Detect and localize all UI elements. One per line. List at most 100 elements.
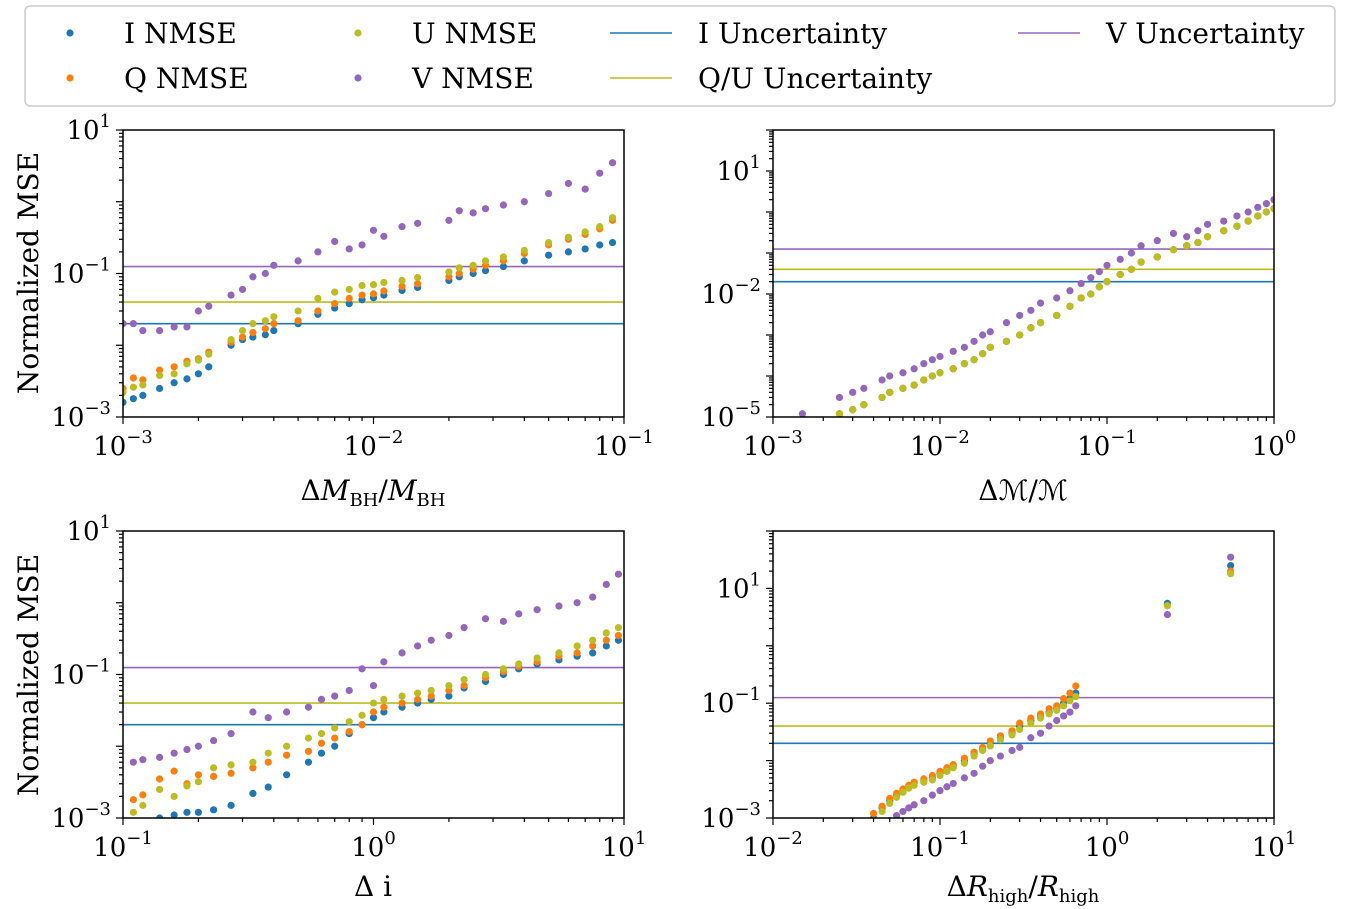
point — [1016, 311, 1024, 320]
point — [345, 718, 353, 726]
point — [314, 294, 322, 302]
point — [460, 675, 468, 684]
y-tick-label: 10−1 — [51, 656, 111, 691]
x-tick-label: 10−2 — [743, 828, 803, 863]
legend-frame — [24, 5, 1336, 107]
panel-0-ylabel: Normalized MSE — [12, 152, 45, 394]
point — [1270, 205, 1274, 213]
legend: I NMSE Q NMSE U NMSE V NMSE I Uncertainty Q/U… — [24, 5, 1336, 107]
point — [893, 812, 901, 818]
point — [1194, 238, 1202, 247]
point — [1060, 702, 1068, 710]
point — [878, 802, 886, 810]
point — [445, 216, 453, 224]
x-tick-label: 100 — [1085, 828, 1130, 863]
point — [205, 363, 213, 371]
point — [602, 580, 610, 589]
x-tick-label: 10−1 — [93, 828, 153, 863]
point — [294, 317, 302, 325]
point — [886, 372, 894, 380]
legend-marker — [354, 74, 362, 82]
point — [1087, 274, 1095, 282]
y-tick-label: 10−2 — [701, 275, 761, 310]
point — [194, 356, 203, 364]
point — [249, 329, 257, 337]
point — [515, 610, 523, 618]
point — [317, 730, 326, 738]
point — [1072, 682, 1080, 690]
point — [481, 257, 490, 265]
point — [317, 739, 326, 747]
point — [1254, 203, 1262, 211]
point — [358, 721, 366, 729]
point — [905, 804, 913, 812]
point — [369, 699, 378, 707]
point — [860, 384, 868, 392]
point — [380, 287, 388, 295]
point — [358, 665, 366, 673]
point — [899, 807, 907, 816]
point — [358, 241, 366, 249]
point — [170, 379, 178, 387]
point — [205, 350, 213, 358]
series-v-nmse — [123, 159, 617, 335]
point — [414, 689, 422, 697]
point — [469, 261, 477, 269]
point — [183, 745, 191, 754]
series-v-nmse — [798, 196, 1274, 417]
point — [1060, 712, 1068, 720]
point — [455, 207, 463, 215]
point — [564, 179, 573, 188]
point — [294, 257, 302, 265]
point — [910, 365, 918, 373]
point — [369, 682, 378, 690]
legend-item-u-nmse: U NMSE — [354, 17, 537, 50]
point — [1087, 290, 1095, 298]
point — [499, 617, 507, 625]
point — [1016, 743, 1024, 751]
point — [936, 369, 944, 377]
point — [1137, 258, 1145, 266]
series-i-nmse — [141, 636, 623, 818]
y-tick-label: 10−3 — [51, 799, 111, 834]
series-u-nmse — [871, 570, 1235, 818]
legend-marker — [66, 74, 74, 82]
point — [1262, 208, 1270, 216]
legend-label: Q/U Uncertainty — [698, 62, 932, 95]
point — [608, 214, 617, 222]
point — [1077, 279, 1085, 288]
point — [520, 246, 528, 254]
point — [943, 767, 951, 775]
point — [238, 333, 247, 341]
point — [380, 232, 388, 240]
point — [210, 736, 218, 745]
point — [249, 273, 257, 281]
point — [1103, 261, 1111, 269]
point — [445, 692, 453, 700]
point — [602, 629, 610, 637]
point — [369, 708, 378, 716]
point — [331, 237, 339, 246]
x-tick-label: 101 — [1252, 828, 1297, 863]
point — [331, 742, 339, 750]
point — [170, 749, 178, 757]
point — [141, 817, 145, 818]
point — [1036, 729, 1045, 737]
point — [194, 771, 203, 779]
point — [445, 682, 453, 690]
point — [1008, 746, 1016, 755]
point — [949, 764, 957, 772]
panel-black-hole-mass: 10−3 10−2 10−1 10−3 10−1 101 — [51, 111, 653, 462]
point — [345, 686, 353, 695]
point — [499, 201, 507, 209]
panel-3-uncertainty-lines — [773, 696, 1274, 745]
point — [1066, 697, 1074, 705]
point — [123, 398, 127, 406]
point — [886, 799, 894, 807]
point — [380, 695, 388, 703]
point — [533, 654, 541, 662]
point — [970, 752, 978, 760]
point — [573, 649, 581, 657]
point — [183, 375, 191, 383]
